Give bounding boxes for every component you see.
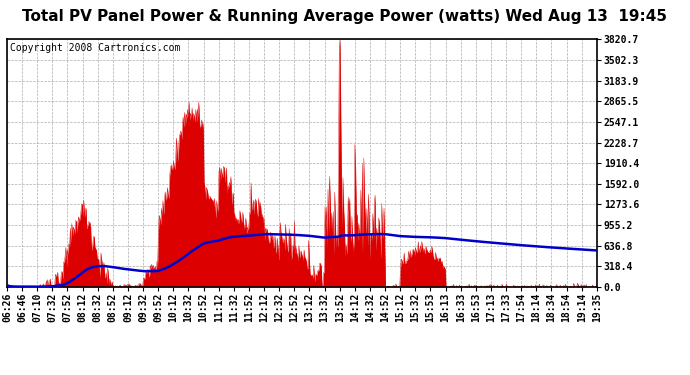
Text: Copyright 2008 Cartronics.com: Copyright 2008 Cartronics.com bbox=[10, 43, 180, 53]
Text: Total PV Panel Power & Running Average Power (watts) Wed Aug 13  19:45: Total PV Panel Power & Running Average P… bbox=[23, 9, 667, 24]
